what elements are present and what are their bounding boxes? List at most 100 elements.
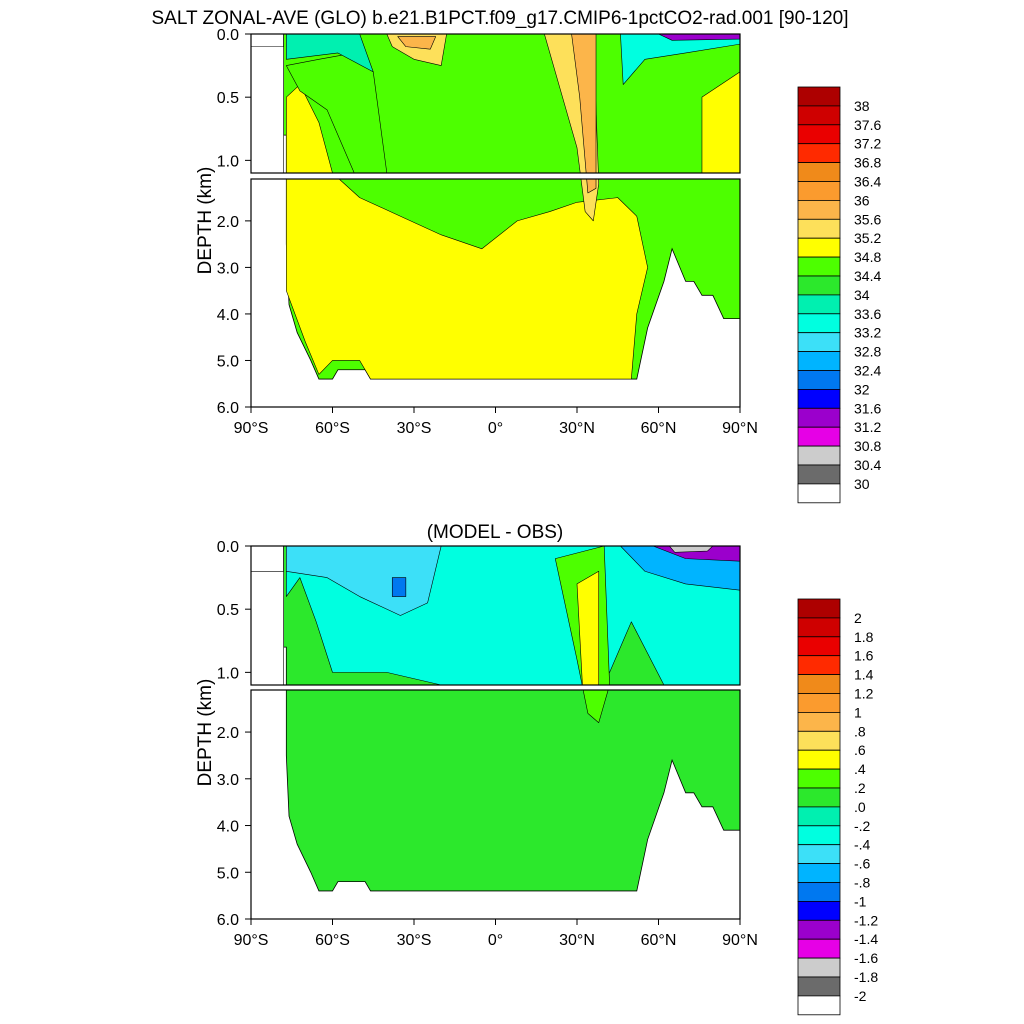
colorbar-label: 1.2 [854,686,874,702]
colorbar-label: .2 [854,780,866,796]
colorbar-segment [797,483,841,504]
y-tick-label: 2.0 [217,214,239,231]
colorbar-segment [797,143,841,163]
colorbar-segment [797,124,841,145]
colorbar-label: 30.8 [854,438,881,454]
colorbar-label: 36.8 [854,155,881,171]
colorbar-label: 35.2 [854,230,881,246]
colorbar-label: 34 [854,287,870,303]
colorbar-segment [797,617,841,638]
salinity-region-southern-surface [286,34,374,73]
y-tick-label: 5.0 [217,353,239,370]
colorbar-segment [797,256,841,277]
y-tick-label: 0.0 [217,539,239,556]
colorbar-segment [797,806,841,827]
colorbar-label: 30.4 [854,457,881,473]
colorbar-segment [797,636,841,657]
x-tick-label: 90°S [234,932,269,949]
colorbar-segment [797,693,841,713]
colorbar-label: 1 [854,704,862,720]
salinity-region-subtropical-core-south [397,36,437,50]
colorbar-segment [797,237,841,258]
y-tick-label: 0.5 [217,90,239,107]
colorbar-label: -1 [854,893,867,909]
difference-region-land [251,570,284,686]
y-tick-label: 5.0 [217,865,239,882]
salinity-region-arctic-surface [658,34,740,41]
y-tick-label: 1.0 [217,665,239,682]
colorbar-segment [797,882,841,902]
y-tick-label: 6.0 [217,912,239,929]
colorbar-segment [797,426,841,447]
x-tick-label: 90°S [234,420,269,437]
colorbar-label: 1.6 [854,648,874,664]
colorbar-label: 30 [854,476,870,492]
x-tick-label: 60°S [315,932,350,949]
colorbar-label: -1.8 [854,969,878,985]
x-tick-label: 30°N [559,420,595,437]
colorbar-label: -2 [854,988,867,1004]
x-tick-label: 90°N [722,420,758,437]
colorbar-segment [797,863,841,883]
colorbar-segment [797,655,841,676]
colorbar-segment [797,844,841,865]
colorbar-segment [797,199,841,220]
colorbar-segment [797,598,841,619]
colorbar-label: 36.4 [854,174,881,190]
colorbar-segment [797,218,841,239]
colorbar-segment [797,995,841,1016]
y-tick-label: 3.0 [217,260,239,277]
colorbar-label: 32.8 [854,344,881,360]
colorbar-label: 38 [854,98,870,114]
colorbar-label: .6 [854,742,866,758]
colorbar-label: 34.8 [854,249,881,265]
colorbar-segment [797,957,841,978]
colorbar-segment [797,919,841,940]
colorbar-segment [797,407,841,428]
colorbar-label: 31.6 [854,400,881,416]
colorbar-label: 31.2 [854,419,881,435]
x-tick-label: 90°N [722,932,758,949]
salinity-region-mediterranean [571,34,597,194]
salinity-region-land [251,46,284,174]
colorbar-segment [797,162,841,182]
salinity-region-arctic-deep [701,71,740,174]
y-axis-label: DEPTH (km) [195,679,216,787]
colorbar-label: -.2 [854,818,871,834]
colorbar-label: -1.2 [854,912,878,928]
y-tick-label: 0.0 [217,27,239,44]
x-tick-label: 60°N [641,420,677,437]
colorbar-segment [797,674,841,694]
colorbar-segment [797,825,841,846]
salinity-panel: 0.0 0.5 1.0 2.0 3.0 4.0 5.0 6.0 DEPTH (km) 90°S 60… [195,27,881,504]
colorbar-segment [797,730,841,751]
colorbar-segment [797,976,841,997]
upper-frame-dif [250,545,741,686]
colorbar-label: -.6 [854,856,871,872]
x-tick-label: 0° [488,932,503,949]
colorbar-label: .0 [854,799,866,815]
colorbar-label: -1.4 [854,931,878,947]
colorbar-label: -.8 [854,875,871,891]
colorbar-segment [797,105,841,126]
colorbar-label: 35.6 [854,211,881,227]
colorbar-segment [797,445,841,466]
colorbar-label: 1.4 [854,667,874,683]
colorbar-segment [797,768,841,789]
salinity-region-deep-saline [286,84,648,380]
colorbar-label: -1.6 [854,950,878,966]
colorbar-segment [797,388,841,409]
x-tick-label: 30°S [397,932,432,949]
colorbar-label: 36 [854,192,870,208]
difference-region-southern-core [391,577,407,597]
field-dif [251,546,740,892]
x-tick-label: 30°S [397,420,432,437]
colorbar-label: -.4 [854,837,871,853]
upper-frame-sal [250,33,741,174]
y-tick-label: 2.0 [217,725,239,742]
y-tick-label: 3.0 [217,772,239,789]
colorbar-label: 32 [854,381,870,397]
